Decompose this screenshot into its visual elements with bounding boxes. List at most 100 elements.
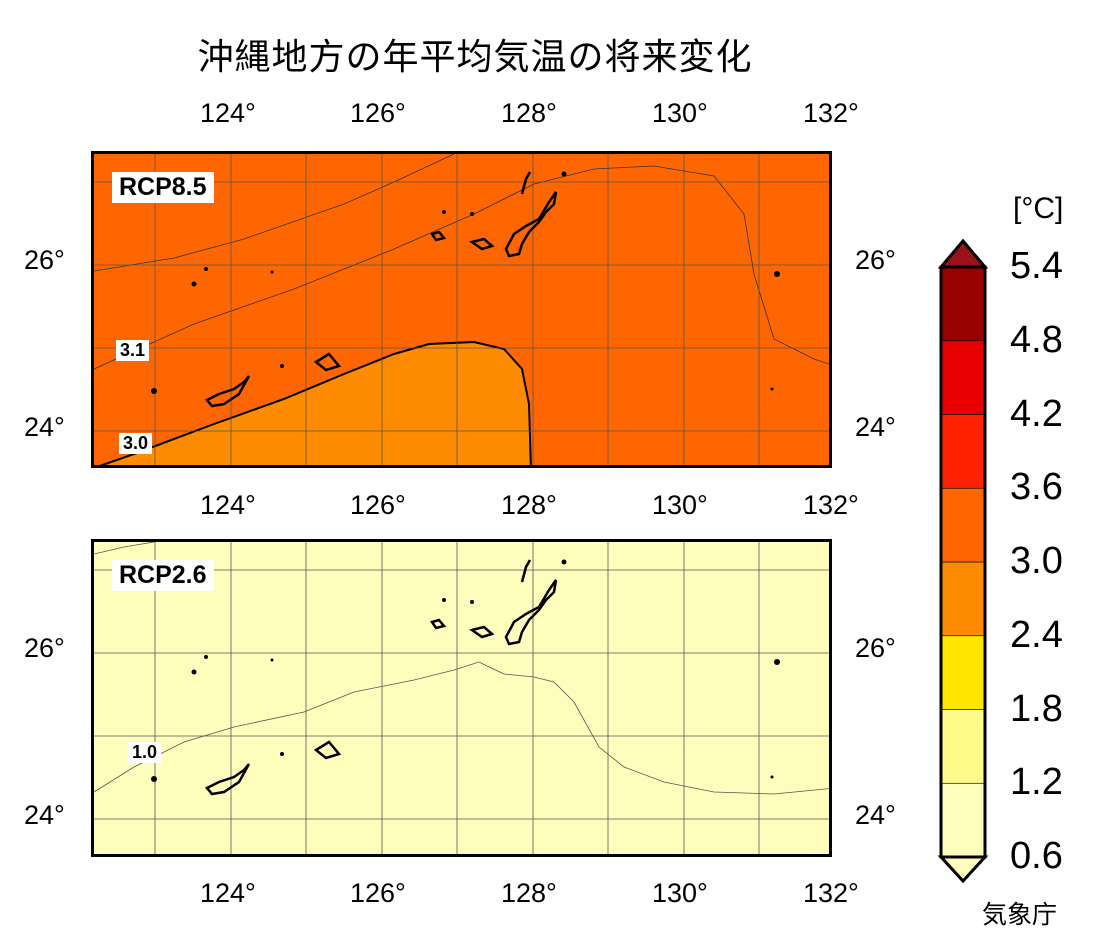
islet-2 bbox=[204, 267, 208, 271]
islet-2-b bbox=[204, 655, 208, 659]
bottom-axis-tick-124: 124° bbox=[200, 878, 256, 908]
graticule-rcp85 bbox=[94, 154, 829, 465]
colorbar-tick-label: 4.8 bbox=[1010, 318, 1063, 361]
colorbar-bin-6 bbox=[940, 340, 986, 415]
islet-6-b bbox=[470, 600, 474, 604]
colorbar-tick-label: 0.6 bbox=[1010, 835, 1063, 877]
left-lat-tick-24-b: 24° bbox=[24, 800, 65, 830]
map-rcp85-svg bbox=[94, 154, 829, 465]
kume-island-b bbox=[430, 618, 447, 630]
colorbar-unit: [°C] bbox=[1013, 192, 1064, 225]
colorbar-bin-1 bbox=[940, 709, 986, 784]
colorbar-tick-label: 5.4 bbox=[1010, 245, 1063, 287]
right-lat-tick-26: 26° bbox=[855, 245, 896, 275]
contour-line-upper bbox=[94, 154, 455, 272]
oki-daito-islet bbox=[770, 387, 774, 391]
daito-islet bbox=[774, 271, 780, 277]
daito-islet-b bbox=[774, 659, 780, 665]
rcp85-lower-fill bbox=[102, 342, 531, 465]
colorbar-under-arrow bbox=[937, 855, 989, 884]
left-lat-tick-26: 26° bbox=[24, 245, 65, 275]
islands-rcp26 bbox=[205, 559, 558, 796]
scenario-label-rcp26: RCP2.6 bbox=[112, 560, 214, 591]
colorbar-tick-label: 3.6 bbox=[1010, 466, 1063, 509]
ishigaki-iriomote-outline-b bbox=[205, 763, 251, 796]
colorbar-bin-4 bbox=[940, 487, 986, 563]
mid-axis-tick-126: 126° bbox=[350, 490, 406, 520]
contour-label-1.0: 1.0 bbox=[128, 742, 162, 763]
yonaguni-islet bbox=[151, 388, 157, 394]
bottom-axis-tick-126: 126° bbox=[350, 878, 406, 908]
credit-jma: 気象庁 bbox=[982, 900, 1058, 929]
mid-axis-tick-128: 128° bbox=[501, 490, 557, 520]
contour-line-3.1 bbox=[94, 165, 829, 370]
map-panel-rcp85: RCP8.5 3.1 3.0 bbox=[91, 151, 832, 468]
miyako-island-outline-b bbox=[313, 740, 342, 760]
northern-islet bbox=[520, 171, 532, 195]
colorbar-tick-label: 1.2 bbox=[1010, 761, 1063, 804]
colorbar-tick-label: 2.4 bbox=[1010, 613, 1063, 656]
contour-line-1.0 bbox=[94, 661, 829, 795]
colorbar-bin-2 bbox=[940, 635, 986, 710]
figure-title: 沖縄地方の年平均気温の将来変化 bbox=[197, 37, 753, 78]
top-axis-tick-132: 132° bbox=[803, 98, 859, 128]
islet-4-b bbox=[280, 752, 284, 756]
colorbar-tick-label: 4.2 bbox=[1010, 392, 1063, 435]
islet-7-b bbox=[561, 559, 567, 565]
colorbar-tick-label: 3.0 bbox=[1010, 540, 1063, 582]
yonaguni-islet-b bbox=[151, 776, 157, 782]
contour-line-top bbox=[94, 542, 155, 555]
colorbar bbox=[937, 238, 989, 884]
contour-label-3.0: 3.0 bbox=[119, 433, 153, 454]
islet-4 bbox=[280, 364, 284, 368]
colorbar-tick-label: 1.8 bbox=[1010, 687, 1063, 730]
colorbar-over-arrow bbox=[937, 238, 989, 269]
mid-axis-tick-130: 130° bbox=[652, 490, 708, 520]
colorbar-bin-5 bbox=[940, 414, 986, 489]
islets-rcp85 bbox=[151, 171, 780, 394]
right-lat-tick-24-b: 24° bbox=[855, 800, 896, 830]
bottom-axis-tick-132: 132° bbox=[803, 878, 859, 908]
kerama-islands bbox=[469, 237, 495, 251]
mid-axis-tick-124: 124° bbox=[200, 490, 256, 520]
islet-6 bbox=[470, 212, 474, 216]
miyako-island-outline bbox=[313, 352, 342, 372]
top-axis-tick-128: 128° bbox=[501, 98, 557, 128]
islet-1 bbox=[191, 281, 197, 287]
okinawa-island-outline-b bbox=[504, 579, 558, 646]
top-axis-tick-124: 124° bbox=[200, 98, 256, 128]
islet-1-b bbox=[191, 669, 197, 675]
ishigaki-iriomote-outline bbox=[205, 375, 251, 408]
scenario-label-rcp85: RCP8.5 bbox=[112, 172, 214, 203]
islands-rcp85 bbox=[205, 171, 558, 408]
kume-island bbox=[430, 230, 447, 242]
bottom-axis-tick-130: 130° bbox=[652, 878, 708, 908]
top-axis-tick-126: 126° bbox=[350, 98, 406, 128]
islet-5-b bbox=[442, 598, 446, 602]
right-lat-tick-24: 24° bbox=[855, 412, 896, 442]
colorbar-bin-0 bbox=[940, 782, 986, 858]
right-lat-tick-26-b: 26° bbox=[855, 633, 896, 663]
left-lat-tick-26-b: 26° bbox=[24, 633, 65, 663]
map-rcp26-svg bbox=[94, 542, 829, 854]
left-lat-tick-24: 24° bbox=[24, 412, 65, 442]
northern-islet-b bbox=[520, 559, 532, 583]
oki-daito-islet-b bbox=[770, 775, 774, 779]
islet-7 bbox=[561, 171, 567, 177]
rcp26-main-fill bbox=[94, 542, 829, 854]
colorbar-bins bbox=[940, 266, 986, 858]
map-panel-rcp26: RCP2.6 1.0 bbox=[91, 539, 832, 857]
okinawa-island-outline bbox=[504, 191, 558, 258]
kerama-islands-b bbox=[469, 625, 495, 639]
colorbar-bin-3 bbox=[940, 561, 986, 637]
islet-3 bbox=[270, 270, 274, 274]
top-axis-tick-130: 130° bbox=[652, 98, 708, 128]
contour-label-3.1: 3.1 bbox=[116, 340, 150, 361]
colorbar-bin-7 bbox=[940, 266, 986, 342]
graticule-rcp26 bbox=[94, 542, 829, 854]
bottom-axis-tick-128: 128° bbox=[501, 878, 557, 908]
contour-3.0 bbox=[99, 340, 532, 465]
islet-3-b bbox=[270, 658, 274, 662]
mid-axis-tick-132: 132° bbox=[803, 490, 859, 520]
islets-rcp26 bbox=[151, 559, 780, 782]
